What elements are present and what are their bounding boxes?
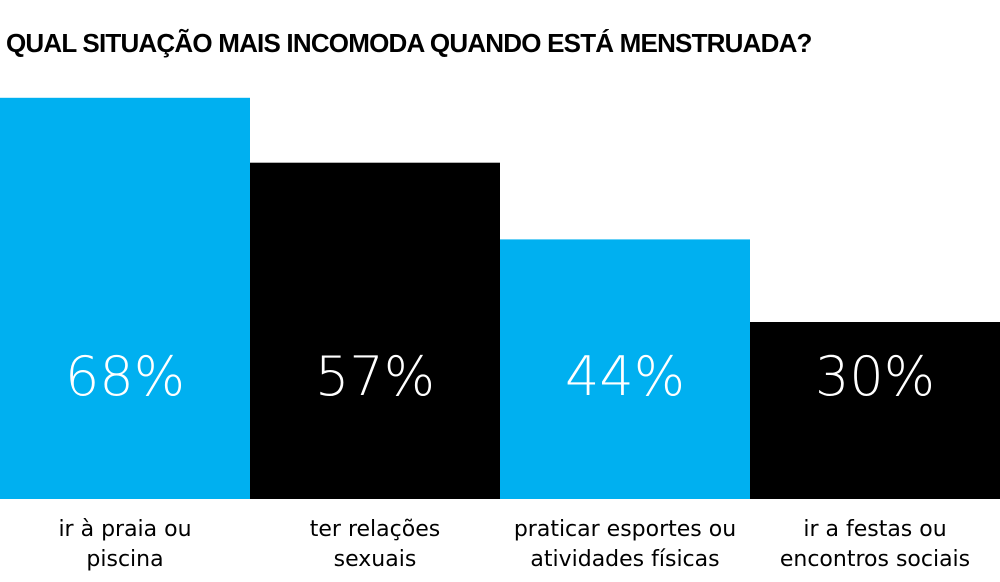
chart-title: QUAL SITUAÇÃO MAIS INCOMODA QUANDO ESTÁ …	[6, 28, 812, 58]
category-label-3-line-2: atividades físicas	[530, 547, 719, 572]
category-label-4-line-1: ir a festas ou	[803, 517, 946, 542]
bar-value-label-4: 30%	[815, 345, 935, 408]
bar-1	[0, 97, 250, 500]
category-label-3-line-1: praticar esportes ou	[514, 517, 736, 542]
bar-3	[500, 239, 750, 499]
category-label-2-line-2: sexuais	[334, 547, 417, 572]
bar-value-label-1: 68%	[65, 345, 185, 408]
category-label-2-line-1: ter relações	[310, 517, 440, 542]
bar-value-label-2: 57%	[315, 345, 435, 408]
category-label-4-line-2: encontros sociais	[780, 547, 970, 572]
category-label-1-line-1: ir à praia ou	[58, 517, 191, 542]
bar-4	[750, 322, 1000, 499]
bar-2	[250, 162, 500, 499]
category-label-1-line-2: piscina	[86, 547, 163, 572]
bar-value-label-3: 44%	[565, 345, 685, 408]
